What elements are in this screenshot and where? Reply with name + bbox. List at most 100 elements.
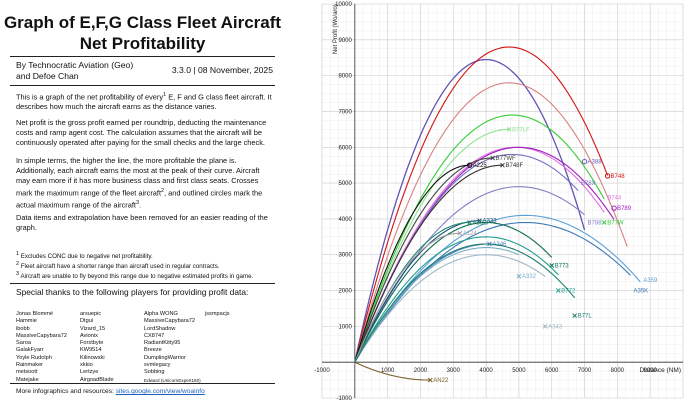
range-circle-marker	[581, 158, 588, 165]
x-tick-label: 8000	[611, 368, 625, 374]
author-line-2: and Defoe Chan	[16, 71, 79, 81]
contributor: CX8747	[144, 332, 165, 339]
removal-note: Data items and extrapolation have been r…	[16, 213, 268, 232]
series-label: AN22	[433, 378, 449, 384]
x-tick-label: 2000	[414, 368, 428, 374]
series-line	[354, 46, 609, 363]
net-profit-paragraph: Net profit is the gross profit earned pe…	[16, 118, 267, 147]
series-label: B788	[588, 220, 603, 226]
contributor: Saroa	[16, 340, 31, 347]
series-label: B77W	[607, 220, 624, 226]
series-label: B748	[611, 174, 626, 180]
x-tick-label: 4000	[479, 368, 493, 374]
author-line-1: By Technocratic Aviation (Geo)	[16, 60, 134, 70]
x-tick-label: 3000	[447, 368, 461, 374]
contributor: ibobb	[16, 325, 30, 332]
range-circle-marker	[604, 173, 611, 179]
contributor: MassiveCapybara72	[16, 332, 67, 339]
footnote: 2 Fleet aircraft have a shorter range th…	[16, 261, 220, 271]
series-label: A124	[463, 231, 478, 237]
x-axis-label: Distance (NM)	[639, 367, 681, 374]
thanks-column: Jonas Blommé Hammie ibobb MassiveCapybar…	[16, 311, 67, 384]
y-tick-label: -1000	[336, 396, 352, 402]
thanks-column: arsuepic Dtgui Vizard_15 Avionix Forstby…	[80, 311, 114, 384]
version-date: 3.3.0 | 08 November, 2025	[171, 65, 273, 75]
contributor: Edward (UnicornExpert150)	[144, 377, 201, 383]
y-tick-label: 6000	[338, 145, 352, 151]
contributor: KW9514	[80, 347, 102, 354]
series-label: A332	[522, 274, 537, 280]
contributor: arsuepic	[80, 311, 102, 317]
page-title: Graph of E,F,G Class Fleet Aircraft Net …	[0, 12, 285, 54]
contributor: Rainmaker	[16, 362, 44, 369]
series-line	[354, 243, 576, 363]
series-label: B77L	[578, 314, 593, 320]
series-label: B78X	[581, 181, 596, 187]
series-line	[354, 221, 553, 363]
range-cross-marker	[601, 220, 607, 225]
series-line	[354, 220, 480, 363]
series-label: A343	[548, 324, 563, 330]
series-line	[354, 153, 579, 363]
contributor: Avionix	[80, 332, 98, 339]
intro-paragraph: This is a graph of the net profitability…	[16, 92, 272, 112]
series-line	[354, 254, 546, 363]
range-cross-marker	[457, 230, 463, 236]
contributor: DumplingWarrior	[144, 354, 186, 361]
contributor: Forstbyte	[80, 340, 104, 347]
x-tick-label: -1000	[314, 368, 330, 374]
contributor: Breeze	[144, 347, 162, 354]
series-line	[354, 236, 559, 363]
series-line	[354, 128, 510, 363]
thanks-column: jssmpacjs	[205, 311, 230, 318]
y-tick-label: 2000	[338, 289, 352, 295]
authors: By Technocratic Aviation (Geo) and Defoe…	[16, 60, 133, 82]
range-circle-marker	[466, 162, 473, 168]
x-tick-label: 9000	[644, 368, 658, 374]
y-tick-label: 10000	[335, 2, 352, 8]
contributor: Hammie	[16, 318, 37, 325]
footnote: 3 Aircraft are unable to fly beyond this…	[16, 271, 254, 281]
contributor: jssmpacjs	[205, 311, 230, 317]
contributor: Kilinowski	[80, 354, 105, 361]
series-line	[354, 164, 470, 363]
contributor: LordShadow	[144, 325, 176, 332]
contributor: RadiantKitty95	[144, 340, 181, 347]
y-axis-label: Net Profit (Wo/aro)	[333, 4, 339, 54]
y-tick-label: 9000	[338, 38, 352, 44]
chart-svg: -1000 1000 2000 3000 4000 5000 6000 7000 8000 900…	[314, 2, 684, 402]
contributor: Jonas Blommé	[16, 311, 53, 317]
thanks-heading: Special thanks to the following players …	[16, 287, 249, 297]
series-label: B744	[607, 195, 622, 201]
series-line	[354, 232, 460, 363]
title-divider	[10, 56, 275, 57]
range-cross-marker	[516, 273, 522, 279]
contributor: Matejake	[16, 376, 39, 383]
resources-link[interactable]: sites.google.com/view/woainfo	[115, 388, 205, 395]
series-line	[354, 247, 520, 363]
title-line-1: Graph of E,F,G Class Fleet Aircraft	[3, 13, 282, 32]
reading-paragraph: In simple terms, the higher the line, th…	[16, 156, 263, 210]
series-line	[354, 361, 431, 381]
series-label: A225	[473, 163, 488, 169]
series-line	[354, 82, 628, 363]
y-tick-label: 1000	[338, 324, 352, 330]
series-line	[354, 164, 503, 363]
range-cross-marker	[490, 155, 496, 161]
range-cross-marker	[500, 162, 505, 168]
y-tick-label: 7000	[338, 109, 352, 115]
x-tick-label: 7000	[578, 368, 592, 374]
series-label: B77LF	[512, 127, 530, 133]
range-circle-marker	[611, 205, 617, 211]
contributor: xkkio	[80, 362, 93, 369]
series-label: A332F	[473, 220, 491, 226]
series-line	[354, 58, 586, 363]
range-cross-marker	[542, 324, 548, 329]
resources-line: More infographics and resources: sites.g…	[16, 388, 205, 395]
y-tick-label: 5000	[338, 181, 352, 187]
series-label: B748F	[506, 163, 524, 169]
series-label: B77WF	[496, 156, 516, 162]
y-tick-label: 4000	[338, 217, 352, 223]
range-cross-marker	[506, 127, 512, 132]
y-tick-label: 3000	[338, 253, 352, 259]
